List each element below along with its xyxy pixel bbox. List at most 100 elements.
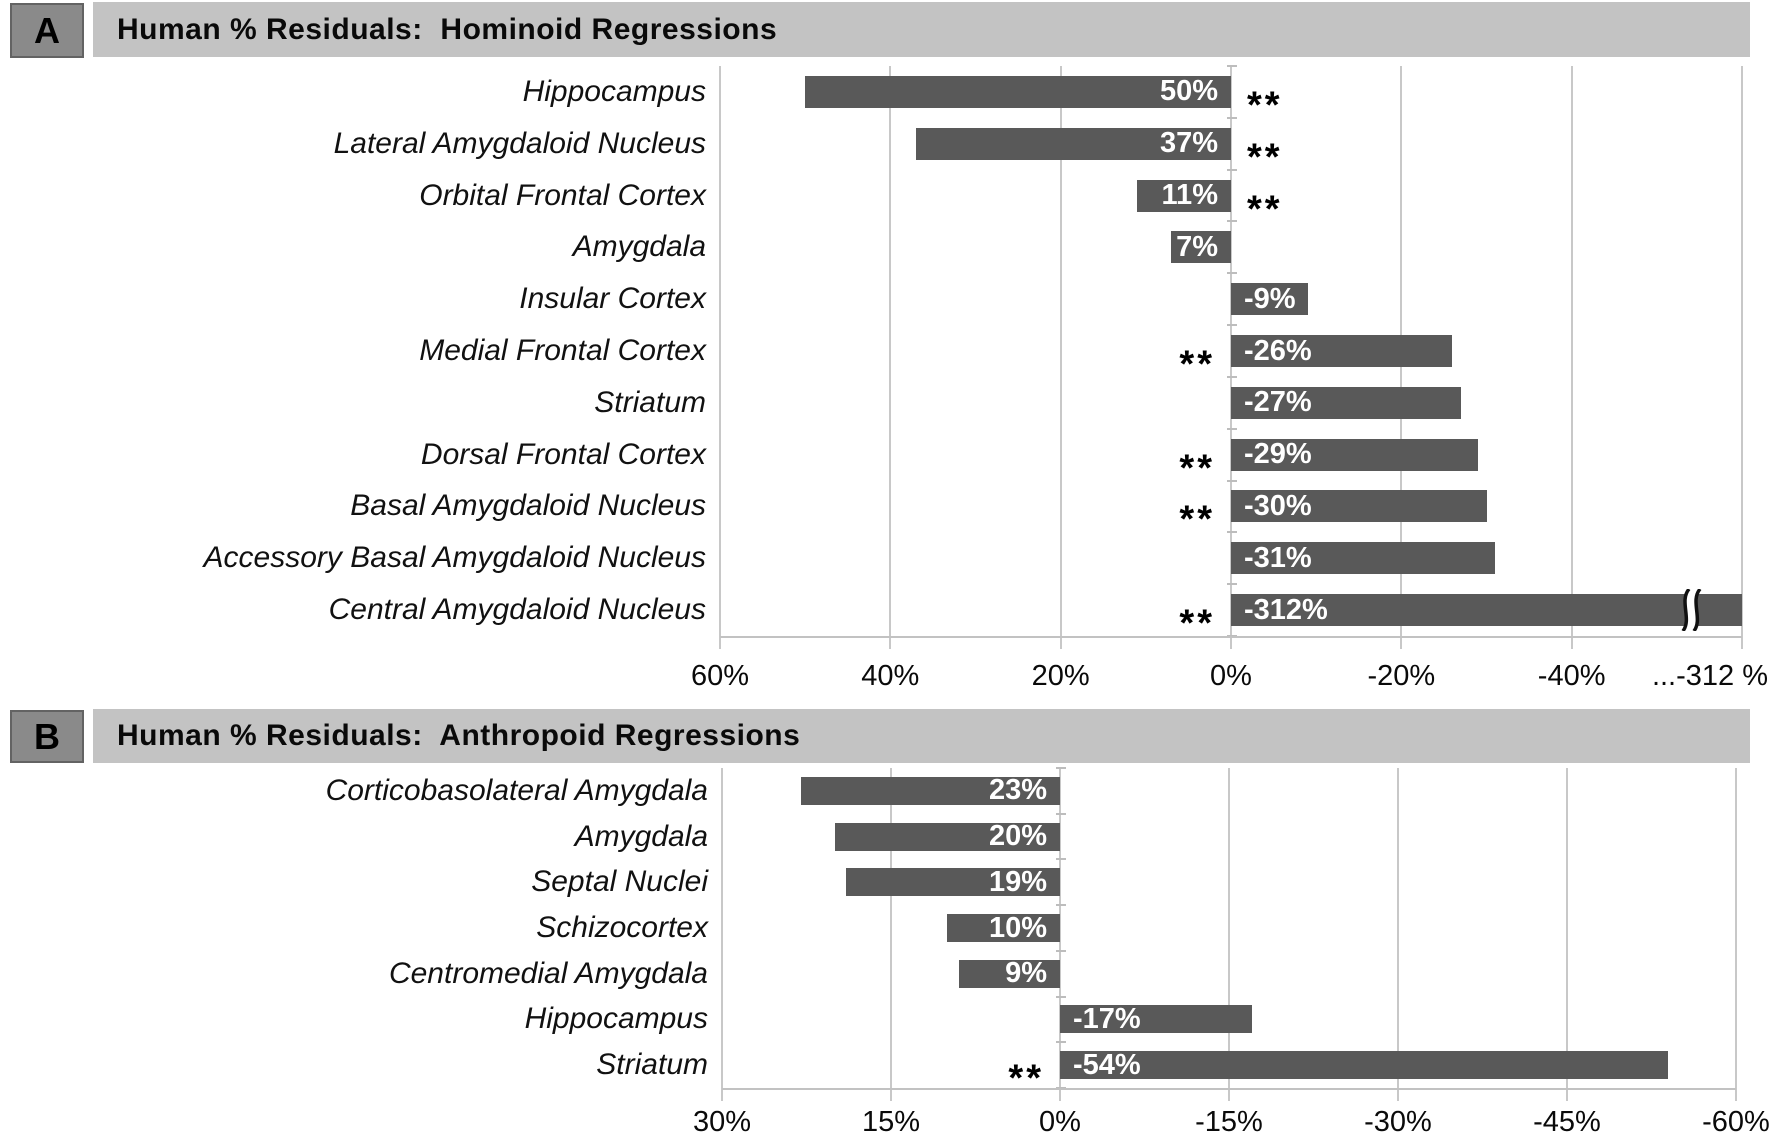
zero-axis-tick — [1227, 428, 1237, 430]
zero-axis-tick — [1056, 1041, 1066, 1043]
category-label: Hippocampus — [524, 1002, 708, 1036]
bar: 19% — [845, 867, 1060, 897]
bar-value-label: 37% — [1159, 127, 1218, 160]
gridline — [721, 768, 723, 1088]
zero-axis-tick — [1227, 169, 1237, 171]
bar: -27% — [1231, 386, 1461, 419]
panel-b-letter-box: B — [10, 710, 84, 763]
significance-stars-text: ** — [1247, 136, 1283, 179]
bar-value-label: -312% — [1244, 593, 1328, 626]
bar-value-label: 20% — [988, 820, 1047, 853]
axis-tick-mark — [1741, 636, 1743, 649]
x-axis-tick-label: 20% — [1031, 660, 1090, 692]
x-axis-tick-label: -30% — [1364, 1106, 1432, 1138]
bar-value-label: -27% — [1244, 386, 1312, 419]
gridline — [719, 66, 721, 636]
significance-stars-text: ** — [1247, 188, 1283, 231]
zero-axis-tick — [1227, 220, 1237, 222]
bar: -30% — [1231, 490, 1487, 523]
x-axis-tick-label: -15% — [1195, 1106, 1263, 1138]
axis-tick-mark — [1059, 1088, 1061, 1101]
x-axis-tick-label: 30% — [692, 1106, 752, 1138]
bar-value-label: -31% — [1244, 541, 1312, 574]
bar: 11% — [1137, 179, 1231, 212]
axis-tick-mark — [721, 1088, 723, 1101]
x-axis-baseline — [720, 636, 1742, 638]
x-axis-tick-label: 0% — [1210, 660, 1252, 692]
significance-stars: ** — [914, 1051, 1044, 1098]
bar: -17% — [1060, 1004, 1252, 1034]
gridline — [1397, 768, 1399, 1088]
category-label: Amygdala — [572, 230, 706, 264]
zero-axis-tick — [1056, 904, 1066, 906]
gridline — [1228, 768, 1230, 1088]
significance-stars: ** — [1247, 180, 1377, 228]
axis-tick-mark — [1059, 636, 1062, 649]
bar-value-label: -54% — [1073, 1048, 1141, 1081]
category-label: Amygdala — [574, 819, 708, 853]
significance-stars: ** — [1085, 594, 1215, 643]
x-axis-tick-label: -45% — [1533, 1106, 1601, 1138]
bar: -31% — [1231, 541, 1496, 575]
zero-axis-tick — [1056, 950, 1066, 952]
bar-value-label: 10% — [988, 911, 1047, 944]
category-label: Striatum — [596, 1048, 708, 1082]
category-label: Basal Amygdaloid Nucleus — [350, 489, 706, 523]
significance-stars-text: ** — [1179, 343, 1215, 386]
bar-value-label: 11% — [1161, 179, 1218, 212]
x-axis-tick-label: 60% — [690, 660, 750, 692]
category-label: Septal Nuclei — [531, 865, 708, 899]
category-label: Centromedial Amygdala — [388, 956, 708, 990]
x-axis-tick-label: -60% — [1702, 1106, 1770, 1138]
significance-stars: ** — [1247, 128, 1377, 176]
axis-break-icon — [1676, 588, 1706, 636]
category-label: Accessory Basal Amygdaloid Nucleus — [203, 541, 706, 575]
axis-tick-mark — [1570, 636, 1573, 649]
significance-stars-text: ** — [1247, 84, 1283, 127]
axis-tick-mark — [719, 636, 721, 649]
bar-value-label: -29% — [1244, 438, 1312, 471]
gridline — [889, 66, 892, 636]
category-label: Medial Frontal Cortex — [419, 333, 706, 367]
panel-a-letter-box: A — [10, 3, 84, 58]
category-label: Dorsal Frontal Cortex — [420, 437, 706, 471]
panel-b-letter: B — [34, 715, 60, 757]
zero-axis-tick — [1056, 858, 1066, 860]
zero-axis-tick — [1056, 767, 1066, 769]
bar: -26% — [1231, 334, 1453, 367]
bar: -54% — [1060, 1048, 1669, 1081]
panel-b-header: Human % Residuals: Anthropoid Regression… — [93, 709, 1750, 763]
x-axis-tick-label: 40% — [861, 660, 920, 692]
x-axis-tick-label: 15% — [861, 1106, 921, 1138]
bar: 7% — [1171, 231, 1231, 264]
panel-b-title: Human % Residuals: Anthropoid Regression… — [117, 719, 801, 752]
gridline — [1059, 768, 1061, 1088]
bar-value-label: 50% — [1159, 75, 1218, 108]
bar: 10% — [947, 911, 1060, 944]
zero-axis-tick — [1227, 65, 1237, 67]
axis-tick-mark — [1735, 1088, 1737, 1101]
bar: -9% — [1231, 283, 1308, 316]
bar-value-label: 9% — [1005, 957, 1047, 990]
bar: 37% — [915, 127, 1231, 160]
panel-b-plot-area: 23% 20% 19% 10% 9% -17% -54% ** — [721, 767, 1737, 1098]
bar: 9% — [958, 957, 1060, 990]
significance-stars: ** — [1085, 439, 1215, 487]
bar-value-label: 7% — [1176, 230, 1218, 263]
axis-tick-mark — [890, 1088, 892, 1101]
significance-stars-text: ** — [1008, 1057, 1044, 1100]
axis-tick-mark — [1566, 1088, 1568, 1101]
category-label: Central Amygdaloid Nucleus — [328, 593, 706, 627]
axis-tick-mark — [1397, 1088, 1399, 1101]
axis-tick-mark — [1228, 1088, 1230, 1101]
category-label: Insular Cortex — [519, 282, 706, 316]
bar: -312% — [1231, 593, 1742, 627]
panel-a-header: Human % Residuals: Hominoid Regressions — [93, 2, 1750, 57]
significance-stars-text: ** — [1179, 499, 1215, 542]
axis-tick-mark — [1230, 636, 1232, 649]
category-label: Striatum — [594, 385, 706, 419]
bar: 23% — [800, 776, 1060, 805]
bar-value-label: -26% — [1244, 334, 1312, 367]
x-axis-tick-label: -40% — [1537, 660, 1606, 692]
